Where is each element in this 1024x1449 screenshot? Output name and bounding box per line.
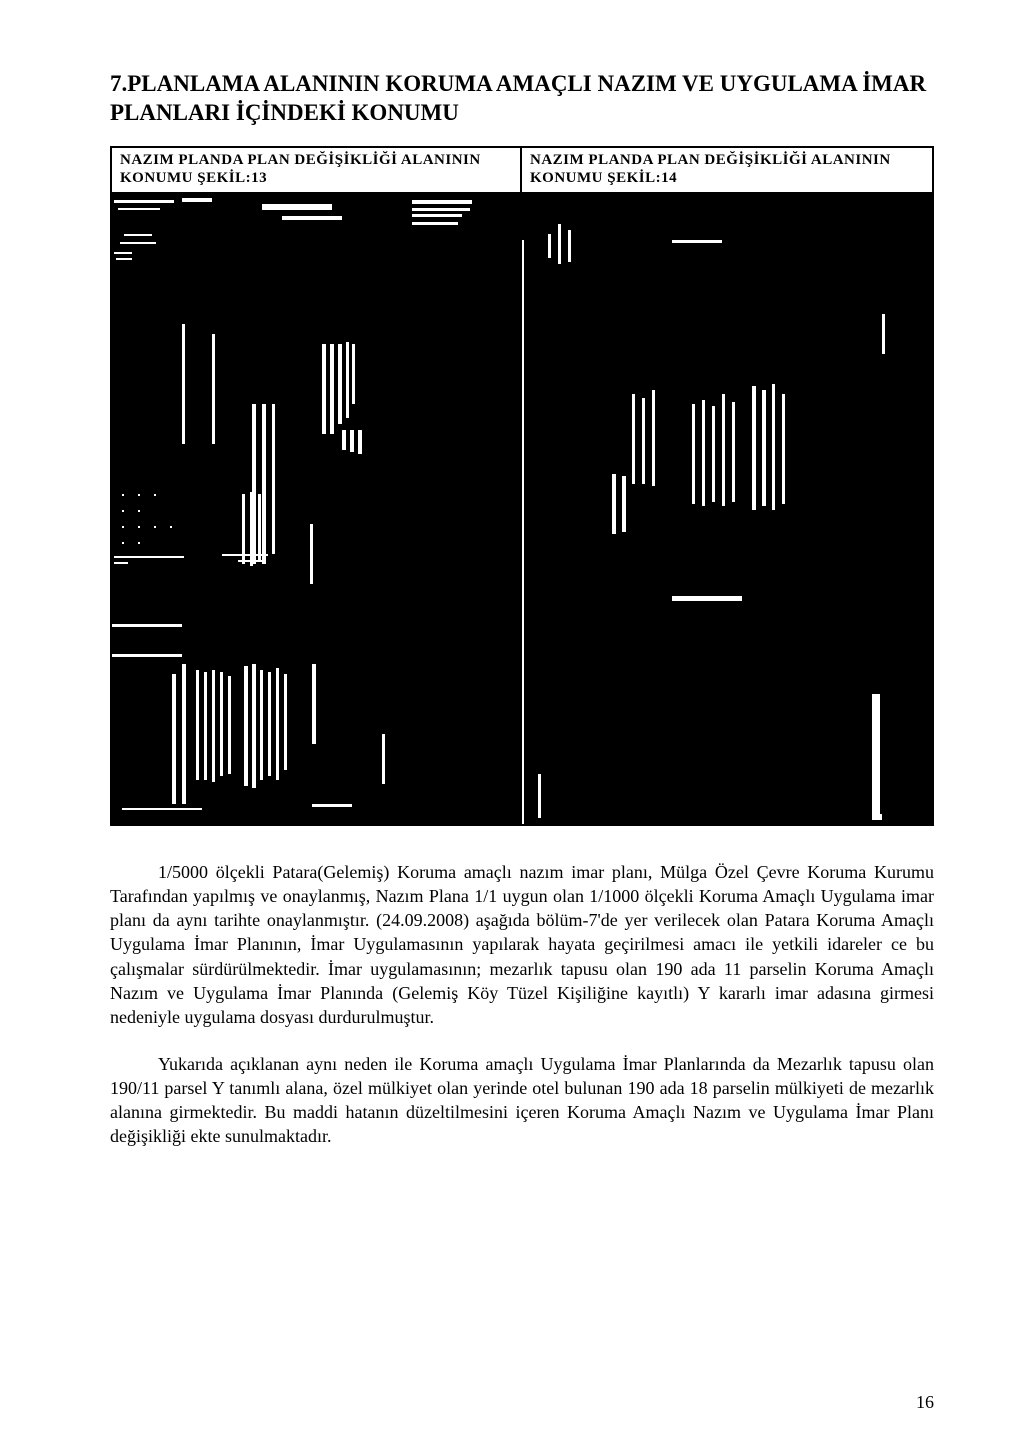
scratch-mark — [138, 510, 140, 512]
scratch-mark — [538, 774, 541, 818]
scratch-mark — [568, 230, 571, 262]
scratch-mark — [338, 344, 342, 424]
scratch-mark — [350, 430, 354, 452]
scratch-mark — [114, 252, 132, 254]
scratch-mark — [412, 208, 470, 211]
scratch-mark — [272, 404, 275, 554]
scratch-mark — [762, 390, 766, 506]
scratch-mark — [412, 222, 458, 225]
scratch-mark — [672, 240, 722, 243]
scratch-mark — [382, 734, 385, 784]
section-title: 7.PLANLAMA ALANININ KORUMA AMAÇLI NAZIM … — [110, 70, 934, 128]
scratch-mark — [692, 404, 695, 504]
scratch-mark — [196, 670, 199, 780]
scratch-mark — [122, 526, 124, 528]
scratch-mark — [652, 390, 655, 486]
scratch-mark — [346, 342, 349, 418]
figure-black-area — [112, 194, 932, 824]
scratch-mark — [872, 694, 880, 814]
scratch-mark — [120, 242, 156, 244]
scratch-mark — [220, 672, 223, 776]
figure-header-right: NAZIM PLANDA PLAN DEĞİŞİKLİĞİ ALANININ K… — [522, 148, 932, 194]
scratch-mark — [182, 324, 185, 444]
scratch-mark — [330, 344, 334, 434]
scratch-mark — [712, 406, 715, 502]
scratch-mark — [170, 526, 172, 528]
scratch-mark — [322, 344, 326, 434]
scratch-mark — [244, 666, 248, 786]
body-paragraph-2: Yukarıda açıklanan aynı neden ile Koruma… — [110, 1052, 934, 1149]
scratch-mark — [212, 334, 215, 444]
scratch-mark — [124, 234, 152, 236]
scratch-mark — [112, 654, 182, 657]
scratch-mark — [222, 554, 268, 556]
scratch-mark — [412, 200, 472, 204]
scratch-mark — [252, 664, 256, 788]
scratch-mark — [672, 596, 742, 601]
scratch-mark — [548, 234, 551, 258]
scratch-mark — [122, 808, 202, 810]
scratch-mark — [114, 200, 174, 203]
figure-header-left-text: NAZIM PLANDA PLAN DEĞİŞİKLİĞİ ALANININ K… — [120, 152, 512, 187]
scratch-mark — [182, 664, 186, 804]
figure-header-left: NAZIM PLANDA PLAN DEĞİŞİKLİĞİ ALANININ K… — [112, 148, 522, 194]
scratch-mark — [872, 814, 882, 820]
figure-divider — [522, 240, 524, 824]
scratch-mark — [782, 394, 785, 504]
scratch-mark — [258, 494, 261, 562]
scratch-mark — [772, 384, 775, 510]
scratch-mark — [138, 494, 140, 496]
scratch-mark — [342, 430, 346, 450]
scratch-mark — [116, 258, 132, 260]
scratch-mark — [154, 526, 156, 528]
scratch-mark — [622, 476, 626, 532]
scratch-mark — [154, 494, 156, 496]
scratch-mark — [312, 804, 352, 807]
scratch-mark — [122, 510, 124, 512]
scratch-mark — [138, 542, 140, 544]
scratch-mark — [182, 198, 212, 202]
scratch-mark — [358, 430, 362, 454]
scratch-mark — [122, 494, 124, 496]
scratch-mark — [752, 386, 756, 510]
scratch-mark — [642, 398, 645, 484]
scratch-mark — [310, 524, 313, 584]
scratch-mark — [312, 664, 316, 744]
scratch-mark — [228, 676, 231, 774]
scratch-mark — [114, 562, 128, 564]
scratch-mark — [262, 404, 266, 564]
scratch-mark — [112, 624, 182, 627]
scratch-mark — [632, 394, 635, 484]
scratch-mark — [276, 668, 279, 780]
scratch-mark — [138, 526, 140, 528]
scratch-mark — [352, 344, 355, 404]
scratch-mark — [172, 674, 176, 804]
scratch-mark — [238, 560, 264, 562]
scratch-mark — [702, 400, 705, 506]
scratch-mark — [282, 216, 342, 220]
scratch-mark — [732, 402, 735, 502]
scratch-mark — [262, 204, 332, 210]
scratch-mark — [722, 394, 725, 506]
scratch-mark — [118, 208, 160, 210]
scratch-mark — [114, 556, 184, 558]
figure-frame: NAZIM PLANDA PLAN DEĞİŞİKLİĞİ ALANININ K… — [110, 146, 934, 826]
scratch-mark — [122, 542, 124, 544]
scratch-mark — [212, 670, 215, 782]
scratch-mark — [412, 214, 462, 217]
scratch-mark — [284, 674, 287, 770]
body-paragraph-1: 1/5000 ölçekli Patara(Gelemiş) Koruma am… — [110, 860, 934, 1030]
scratch-mark — [268, 672, 271, 776]
scratch-mark — [558, 224, 561, 264]
scratch-mark — [882, 314, 885, 354]
figure-header-right-text: NAZIM PLANDA PLAN DEĞİŞİKLİĞİ ALANININ K… — [530, 152, 924, 187]
page-number: 16 — [916, 1392, 934, 1413]
scratch-mark — [260, 670, 263, 780]
scratch-mark — [204, 672, 207, 780]
scratch-mark — [612, 474, 616, 534]
